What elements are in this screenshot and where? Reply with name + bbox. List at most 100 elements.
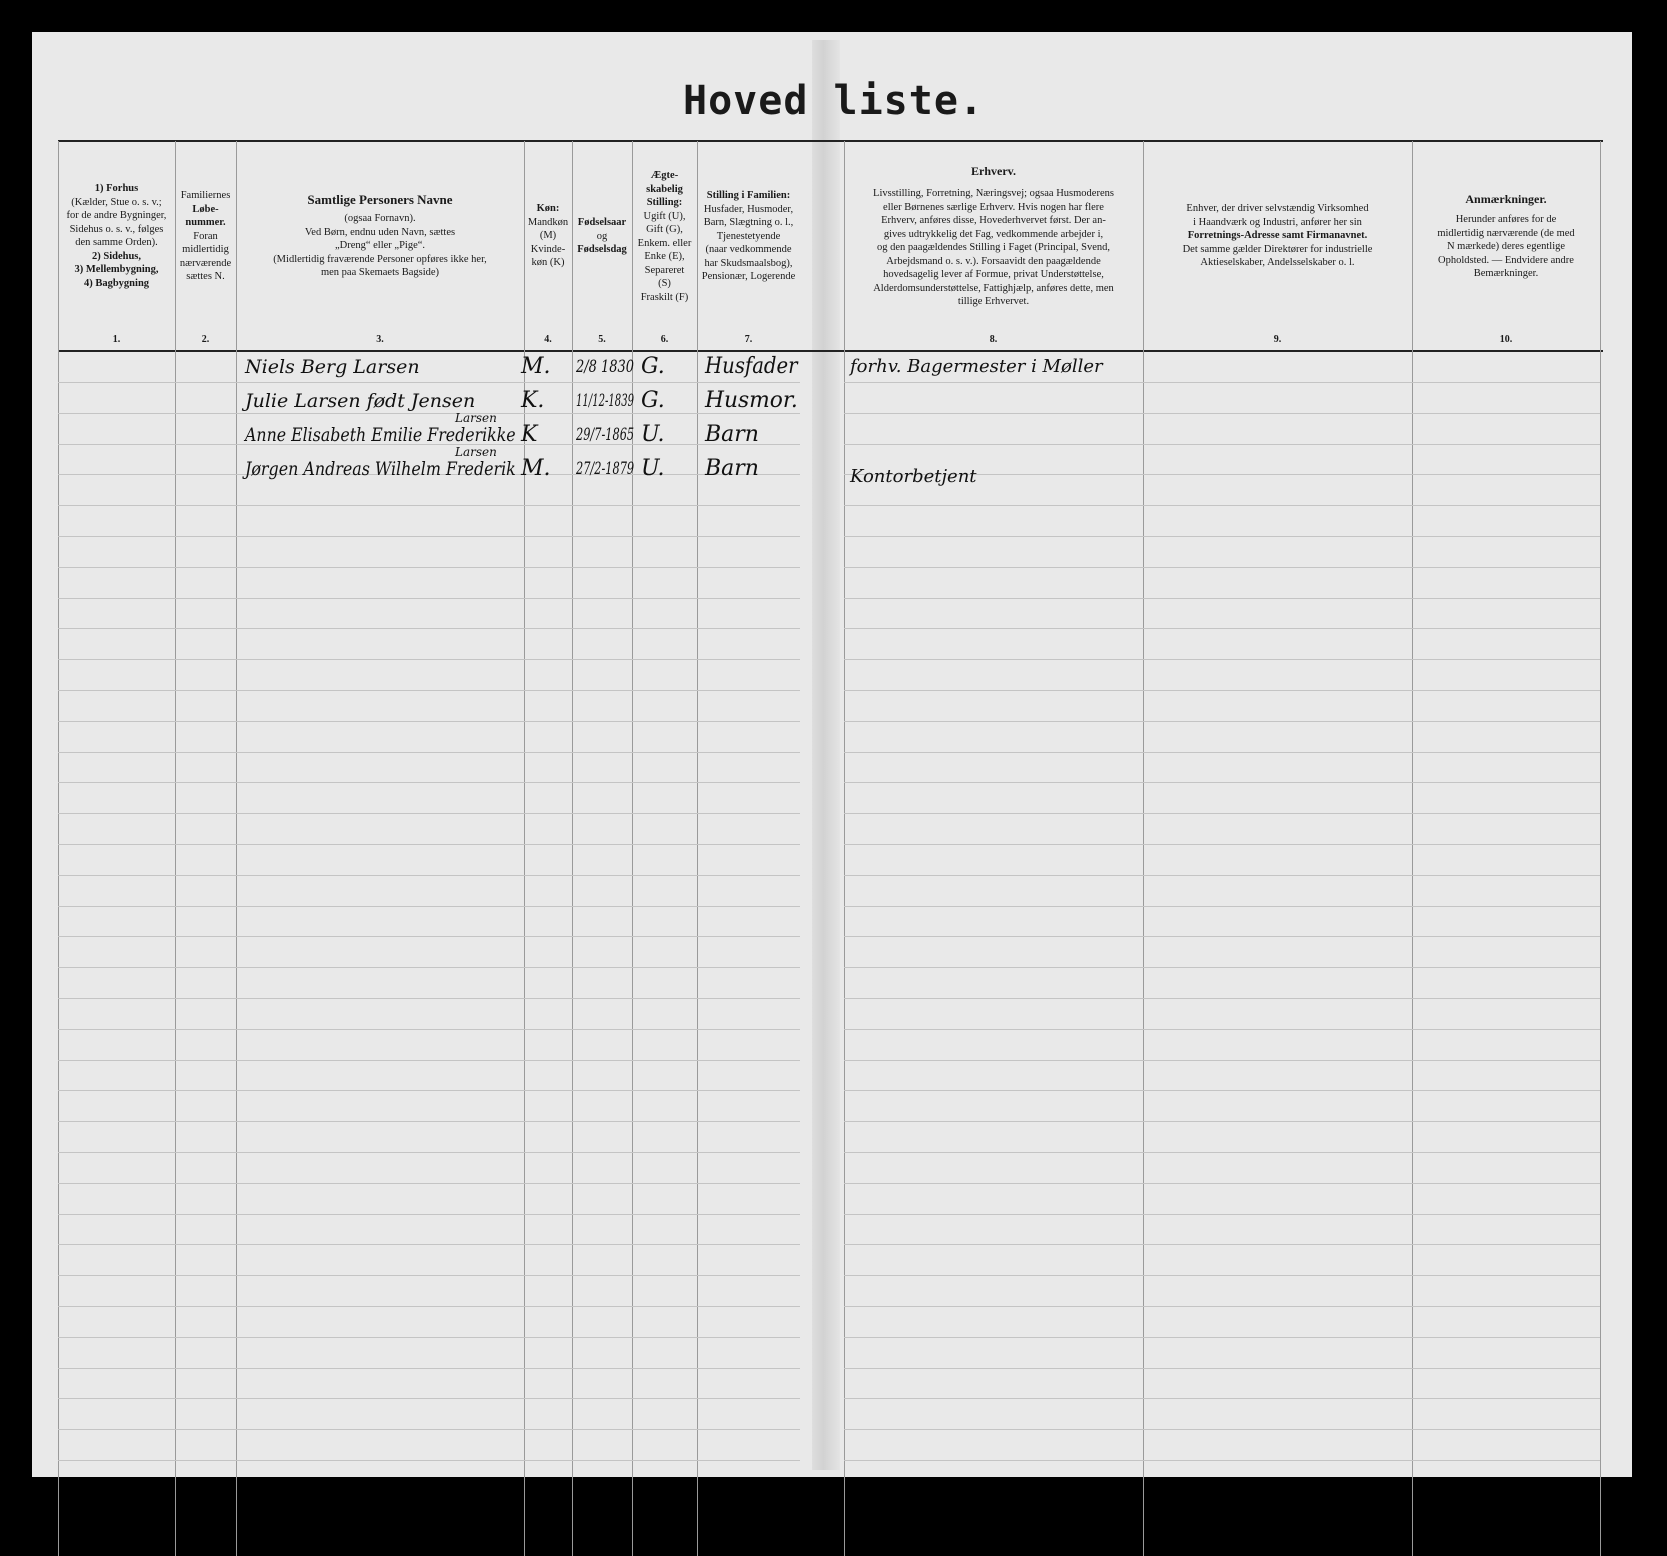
row-line: [58, 1152, 800, 1153]
column-divider: [1600, 141, 1601, 1556]
column-number: 3.: [376, 334, 384, 345]
entry-name: Jørgen Andreas Wilhelm Frederik: [245, 458, 516, 480]
header-line: Pensionær, Logerende: [701, 271, 796, 282]
column-header-2: Familiernes Løbe-nummer. Foran midlertidig n…: [178, 189, 233, 284]
row-line: [844, 1244, 1600, 1245]
row-line: [58, 1244, 800, 1245]
row-line: [58, 1275, 800, 1276]
column-divider: [1412, 141, 1413, 1556]
form-title: Hoved liste.: [683, 78, 984, 124]
header-line: (naar vedkommende: [705, 244, 792, 255]
header-line: Køn:: [536, 203, 560, 214]
row-line: [58, 1214, 800, 1215]
entry-family-role: Husmor.: [705, 388, 798, 413]
column-header-8: Erhverv. Livsstilling, Forretning, Næring…: [847, 164, 1140, 309]
header-line: den samme Orden).: [75, 237, 158, 248]
column-divider: [175, 141, 176, 1556]
entry-sex: K.: [521, 388, 545, 413]
entry-marital: G.: [641, 388, 665, 413]
row-line: [844, 936, 1600, 937]
header-line: nærværende: [179, 257, 232, 269]
header-line: Sidehus o. s. v., følges: [69, 223, 164, 235]
entry-marital: G.: [641, 354, 665, 379]
column-divider: [697, 141, 698, 1556]
header-line: hovedsagelig lever af Formue, privat Und…: [883, 269, 1104, 280]
column-divider: [572, 141, 573, 1556]
header-line: Enkem. eller: [637, 237, 692, 249]
header-line: midlertidig: [182, 244, 229, 255]
header-line: Tjenestetyende: [716, 230, 781, 242]
header-line: Forretnings-Adresse samt Firmanavnet.: [1187, 230, 1368, 241]
column-number: 2.: [201, 334, 210, 345]
header-line: Fraskilt (F): [640, 291, 689, 303]
header-line: og: [596, 230, 608, 242]
entry-family-role: Husfader: [705, 354, 798, 379]
entry-sex: M.: [521, 354, 551, 379]
row-line: [844, 813, 1600, 814]
row-line: [58, 505, 800, 506]
row-line: [844, 1275, 1600, 1276]
header-line: Fødselsaar: [577, 217, 627, 228]
row-line: [844, 1460, 1600, 1461]
row-line: [844, 967, 1600, 968]
header-line: Ægte-: [650, 170, 679, 181]
entry-occupation: forhv. Bagermester i Møller: [850, 356, 1103, 377]
header-line: eller Børnenes særlige Erhverv. Hvis nog…: [883, 201, 1104, 213]
header-line: men paa Skemaets Bagside): [320, 267, 440, 278]
row-line: [58, 1429, 800, 1430]
row-line: [844, 782, 1600, 783]
header-rule: [58, 350, 1603, 352]
row-line: [844, 567, 1600, 568]
row-line: [844, 1337, 1600, 1338]
row-line: [58, 444, 800, 445]
row-line: [844, 752, 1600, 753]
row-line: [844, 1060, 1600, 1061]
row-line: [844, 382, 1600, 383]
row-line: [844, 1121, 1600, 1122]
column-number: 5.: [598, 334, 606, 345]
column-divider: [236, 141, 237, 1556]
column-header-4: Køn: Mandkøn (M) Kvinde-køn (K): [527, 202, 569, 270]
header-line: midlertidig nærværende (de med: [1437, 227, 1575, 239]
row-line: [844, 444, 1600, 445]
column-divider: [1143, 141, 1144, 1556]
row-line: [844, 536, 1600, 537]
entry-name: Anne Elisabeth Emilie Frederikke: [245, 424, 516, 446]
header-line: Fødselsdag: [577, 244, 627, 255]
entry-sex: K: [521, 422, 538, 447]
column-number: 10.: [1499, 334, 1513, 345]
header-line: Løbe-: [192, 203, 219, 215]
row-line: [58, 967, 800, 968]
row-line: [58, 1060, 800, 1061]
header-line: (S): [658, 278, 671, 289]
header-line: (Midlertidig fraværende Personer opføres…: [273, 253, 487, 265]
header-line: (ogsaa Fornavn).: [344, 213, 416, 224]
header-line: Barn, Slægtning o. l.,: [703, 217, 794, 228]
row-line: [58, 936, 800, 937]
entry-name: Julie Larsen født Jensen: [245, 390, 476, 412]
header-line: Enke (E),: [644, 251, 685, 262]
row-line: [844, 690, 1600, 691]
row-line: [844, 906, 1600, 907]
entry-marital: U.: [641, 422, 665, 447]
header-line: Gift (G),: [646, 224, 683, 235]
column-header-9: Enhver, der driver selvstændig Virksomhe…: [1146, 202, 1409, 270]
header-line: i Haandværk og Industri, anfører her sin: [1193, 216, 1362, 228]
header-line: Opholdsted. — Endvidere andre: [1438, 254, 1574, 266]
column-number: 8.: [989, 334, 998, 345]
column-header-3: Samtlige Personers Navne (ogsaa Fornavn).…: [239, 192, 521, 280]
column-header-1: 1) Forhus (Kælder, Stue o. s. v.; for de a…: [61, 182, 172, 290]
entry-sex: M.: [521, 456, 551, 481]
row-line: [58, 474, 800, 475]
row-line: [58, 1121, 800, 1122]
row-line: [844, 1090, 1600, 1091]
header-line: for de andre Bygninger,: [66, 210, 167, 221]
header-line: Ugift (U),: [643, 210, 686, 222]
column-number: 7.: [744, 334, 753, 345]
row-line: [844, 844, 1600, 845]
entry-occupation: Kontorbetjent: [850, 466, 977, 487]
row-line: [844, 1183, 1600, 1184]
row-line: [844, 628, 1600, 629]
row-line: [58, 567, 800, 568]
column-number: 4.: [544, 334, 552, 345]
